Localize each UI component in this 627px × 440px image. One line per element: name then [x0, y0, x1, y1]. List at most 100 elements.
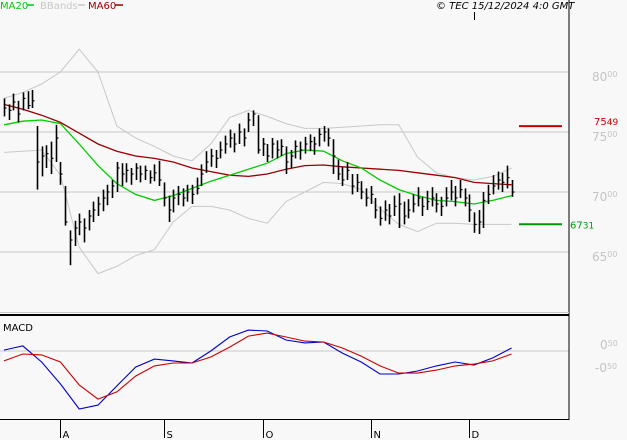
- price-bar: [210, 148, 214, 167]
- bollinger-upper-line: [3, 48, 512, 181]
- legend: MA20 BBands MA60: [0, 1, 123, 12]
- macd-panel: [3, 329, 512, 410]
- price-bar: [407, 199, 411, 219]
- price-bar: [280, 139, 284, 156]
- price-bar: [388, 204, 392, 225]
- price-bar: [435, 193, 439, 213]
- price-bar: [186, 184, 190, 202]
- price-bar: [417, 187, 421, 207]
- price-bar: [182, 188, 186, 207]
- y-tick-dec: 00: [607, 70, 617, 79]
- price-bar: [511, 180, 515, 197]
- price-bar: [215, 150, 219, 168]
- price-bar: [17, 100, 21, 123]
- price-bar: [431, 187, 435, 207]
- price-bar: [252, 110, 256, 126]
- macd-tick-int: 0: [600, 338, 608, 352]
- price-bar: [172, 189, 176, 213]
- price-bar: [403, 201, 407, 225]
- y-tick-int: 80: [592, 70, 607, 84]
- price-bar: [341, 166, 345, 186]
- price-bar: [22, 92, 26, 111]
- price-bar: [247, 112, 251, 132]
- x-tick-label: O: [266, 430, 274, 440]
- price-bar: [356, 174, 360, 192]
- copyright-text: © TEC 15/12/2024 4:0 GMT: [436, 1, 575, 12]
- price-bar: [454, 186, 458, 207]
- price-bar: [196, 177, 200, 195]
- price-bar: [224, 135, 228, 154]
- y-tick-int: 65: [592, 250, 607, 264]
- price-bar: [45, 145, 49, 168]
- level-markers: 7549 6731: [519, 117, 618, 231]
- price-bar: [257, 115, 261, 154]
- y-tick-label: 6500: [592, 250, 617, 264]
- price-bar: [74, 220, 78, 246]
- price-bar: [313, 136, 317, 155]
- price-bar: [501, 172, 505, 192]
- price-bar: [304, 136, 308, 154]
- price-bar: [12, 93, 16, 111]
- price-bar: [111, 180, 115, 198]
- price-bar: [59, 162, 63, 185]
- price-bar: [351, 174, 355, 195]
- price-bar: [50, 141, 54, 174]
- price-bar: [365, 188, 369, 207]
- price-bar: [149, 170, 153, 184]
- legend-bbands-label: BBands: [40, 1, 78, 12]
- price-bar: [31, 90, 35, 108]
- price-bar: [64, 186, 68, 226]
- y-tick-dec: 00: [607, 130, 617, 139]
- macd-tick-dec: 50: [607, 362, 617, 371]
- price-bar: [445, 187, 449, 207]
- price-bar: [116, 162, 120, 192]
- level-label: 6731: [570, 220, 594, 231]
- y-tick-label: 7500: [592, 130, 617, 144]
- price-bar: [8, 104, 12, 120]
- price-bar: [27, 91, 31, 110]
- price-bar: [69, 230, 73, 266]
- macd-signal-line: [3, 332, 512, 400]
- price-bar: [294, 140, 298, 159]
- y-tick-dec: 00: [607, 250, 617, 259]
- price-bar: [285, 146, 289, 174]
- price-bar: [482, 192, 486, 228]
- price-bar: [473, 212, 477, 233]
- price-bar: [370, 186, 374, 204]
- price-bar: [106, 184, 110, 206]
- price-bar: [379, 206, 383, 226]
- price-bar: [55, 124, 59, 162]
- price-bar: [290, 150, 294, 168]
- price-bar: [219, 141, 223, 159]
- price-bar: [97, 196, 101, 216]
- price-bar: [421, 196, 425, 216]
- price-bar: [153, 164, 157, 182]
- price-bar: [102, 189, 106, 212]
- price-bars: [3, 90, 515, 266]
- price-bar: [233, 133, 237, 153]
- macd-tick-dec: 50: [608, 339, 618, 348]
- y-tick-label: 7000: [592, 190, 617, 204]
- grid-lines: [0, 71, 569, 352]
- price-bar: [450, 180, 454, 201]
- price-bar: [158, 160, 162, 186]
- price-bar: [468, 194, 472, 222]
- legend-ma60-label: MA60: [88, 1, 116, 12]
- price-bar: [276, 140, 280, 159]
- price-bar: [398, 193, 402, 228]
- macd-tick-int: -0: [595, 361, 607, 375]
- price-bar: [139, 165, 143, 183]
- price-bar: [266, 144, 270, 162]
- x-tick-label: N: [374, 430, 381, 440]
- price-bar: [229, 129, 233, 148]
- price-bar: [337, 159, 341, 180]
- price-bar: [262, 138, 266, 156]
- price-bar: [200, 164, 204, 186]
- price-bar: [464, 188, 468, 207]
- price-bar: [440, 196, 444, 216]
- level-dec: 49: [607, 118, 619, 128]
- price-bar: [144, 165, 148, 180]
- macd-tick-label: 050: [600, 338, 618, 352]
